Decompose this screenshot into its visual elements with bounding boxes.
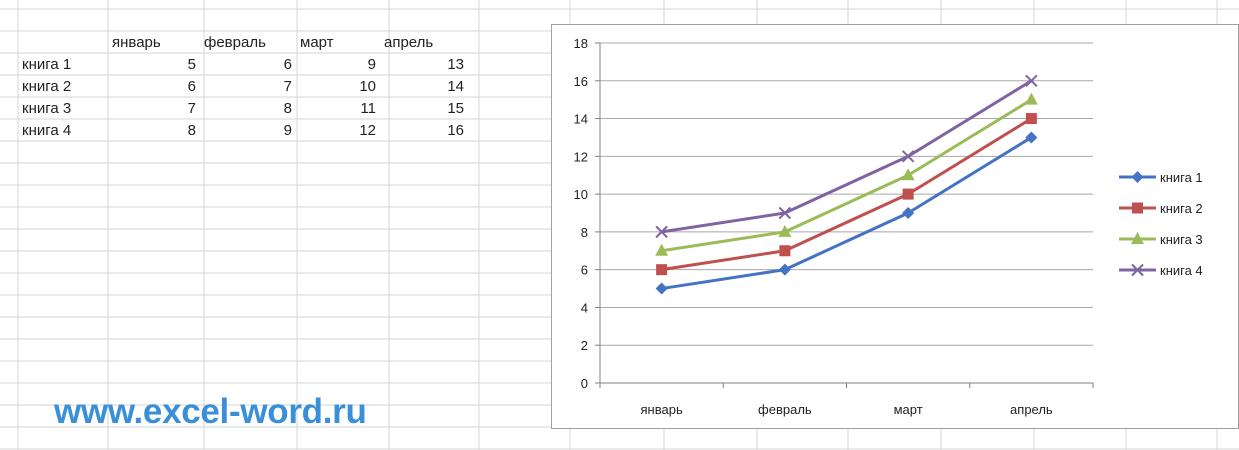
table-cell: 5: [187, 55, 196, 73]
data-point: [655, 225, 668, 239]
legend-item[interactable]: книга 3: [1119, 232, 1203, 247]
legend-item[interactable]: книга 1: [1119, 170, 1203, 185]
line-chart[interactable]: 0 2 4 6 8 10 12 14 16 18 январь февраль март апрель кн…: [551, 24, 1239, 429]
y-tick-label: 6: [581, 263, 588, 278]
table-cell: 9: [283, 121, 292, 139]
table-corner-cell: [18, 31, 108, 53]
x-tick-label: февраль: [758, 402, 812, 417]
legend-item[interactable]: книга 2: [1119, 201, 1203, 216]
legend-marker: [1131, 232, 1144, 244]
y-tick-label: 0: [581, 376, 588, 391]
y-tick-label: 10: [574, 187, 588, 202]
data-point: [902, 188, 914, 200]
table-cell: 15: [447, 99, 464, 117]
table-row: книга 3 7 8 11 15: [18, 97, 468, 119]
row-label: книга 1: [22, 55, 72, 73]
series-line: [661, 79, 1033, 234]
data-point: [1025, 74, 1038, 87]
column-header: январь: [112, 33, 161, 51]
row-label: книга 3: [22, 99, 72, 117]
legend-marker: [1132, 202, 1143, 214]
legend-label: книга 1: [1160, 170, 1203, 185]
table-cell: 13: [447, 55, 464, 73]
legend-label: книга 3: [1160, 232, 1203, 247]
data-point: [1024, 92, 1038, 105]
table-cell: 8: [283, 99, 292, 117]
table-cell: 14: [447, 77, 464, 95]
column-header: март: [300, 33, 334, 51]
table-cell: 7: [283, 77, 292, 95]
table-header-row: январь февраль март апрель: [18, 31, 468, 53]
legend-label: книга 2: [1160, 201, 1203, 216]
table-cell: 12: [359, 121, 376, 139]
data-point: [778, 206, 792, 220]
y-tick-label: 18: [574, 36, 588, 51]
data-point: [778, 224, 792, 237]
series-line: [661, 136, 1033, 291]
legend-marker: [1131, 171, 1144, 183]
row-label: книга 2: [22, 77, 72, 95]
column-header: апрель: [384, 33, 434, 51]
data-point: [655, 243, 669, 256]
table-cell: 7: [187, 99, 196, 117]
y-tick-label: 14: [574, 112, 588, 127]
chart-canvas: 0 2 4 6 8 10 12 14 16 18 январь февраль март апрель кн…: [574, 36, 1203, 417]
y-tick-label: 16: [574, 74, 588, 89]
data-point: [902, 207, 915, 219]
data-table: январь февраль март апрель книга 1 5 6 9…: [18, 31, 468, 141]
data-point: [901, 150, 915, 163]
data-point: [901, 168, 915, 181]
legend-marker: [1131, 263, 1144, 277]
x-tick-label: январь: [641, 402, 683, 417]
data-point: [778, 263, 791, 276]
row-label: книга 4: [22, 121, 72, 139]
y-tick-label: 8: [581, 225, 588, 240]
table-cell: 6: [187, 77, 196, 95]
table-row: книга 4 8 9 12 16: [18, 119, 468, 141]
x-tick-label: апрель: [1010, 402, 1053, 417]
data-point: [656, 264, 668, 276]
table-cell: 8: [187, 121, 196, 139]
legend-item[interactable]: книга 4: [1119, 263, 1203, 278]
y-tick-label: 2: [581, 338, 588, 353]
x-tick-label: март: [894, 402, 923, 417]
table-cell: 11: [360, 99, 376, 117]
table-cell: 9: [367, 55, 376, 73]
table-cell: 16: [447, 121, 464, 139]
column-header: февраль: [204, 33, 266, 51]
y-tick-label: 4: [581, 300, 588, 315]
data-point: [1025, 113, 1037, 125]
data-point: [779, 245, 791, 257]
watermark-text: www.excel-word.ru: [54, 392, 367, 431]
y-tick-label: 12: [574, 149, 588, 164]
table-row: книга 1 5 6 9 13: [18, 53, 468, 75]
data-point: [1025, 131, 1038, 144]
table-cell: 10: [359, 77, 376, 95]
table-row: книга 2 6 7 10 14: [18, 75, 468, 97]
legend-label: книга 4: [1160, 263, 1203, 278]
series-line: [661, 117, 1033, 272]
data-point: [655, 282, 668, 295]
table-cell: 6: [283, 55, 292, 73]
series-line: [661, 98, 1033, 253]
